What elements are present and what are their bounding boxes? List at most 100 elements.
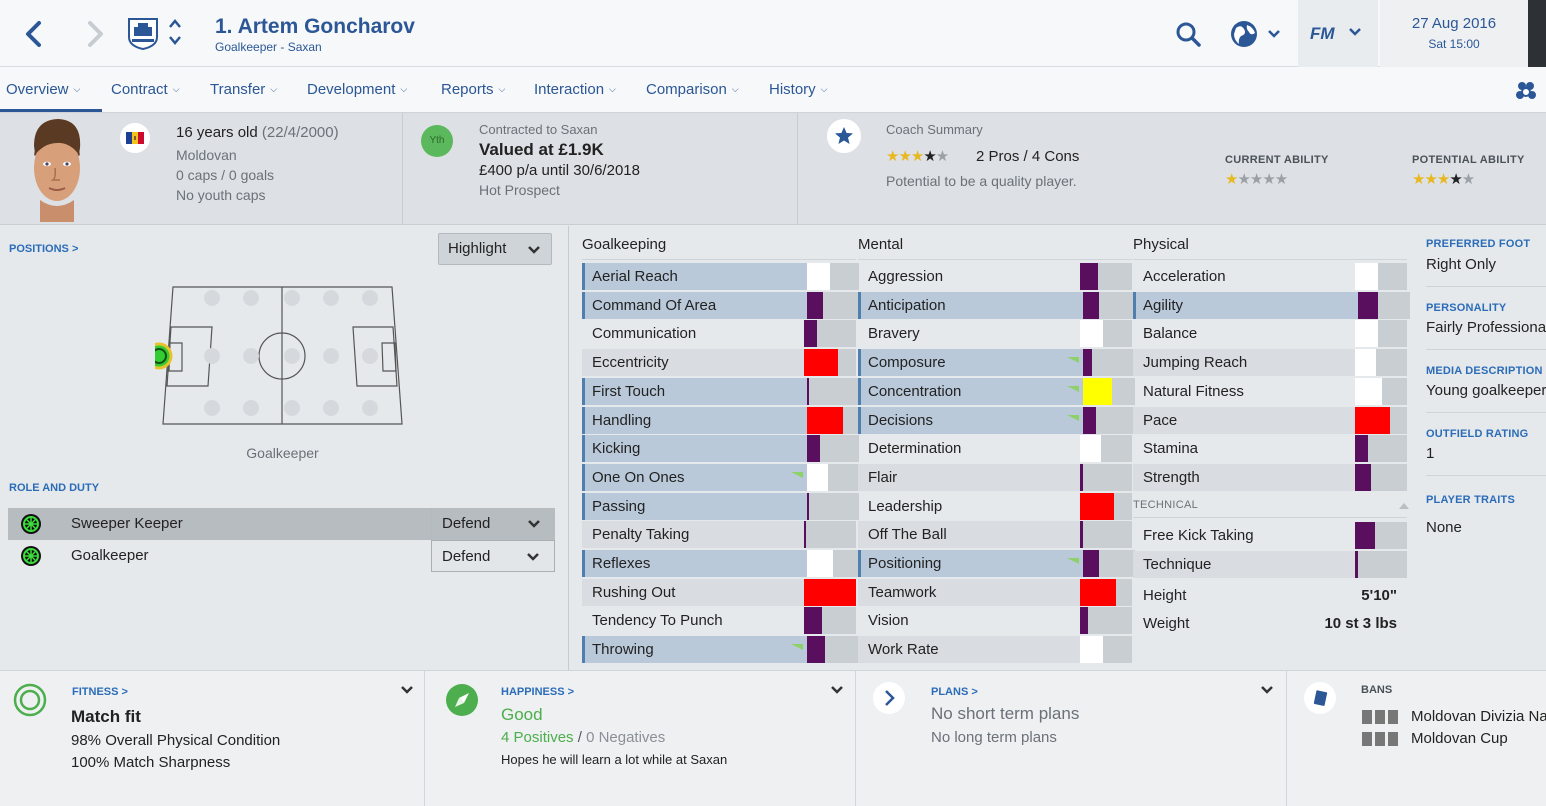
attribute-row[interactable]: Work Rate xyxy=(858,636,1132,664)
attribute-bar-fill xyxy=(807,377,809,405)
duty-dropdown[interactable]: Defend xyxy=(431,540,555,572)
fitness-link[interactable]: FITNESS > xyxy=(72,686,128,698)
attribute-row[interactable]: Throwing xyxy=(582,636,859,664)
attribute-row[interactable]: Agility xyxy=(1133,291,1410,319)
attribute-row[interactable]: Passing xyxy=(582,492,859,520)
attribute-row[interactable]: First Touch xyxy=(582,377,859,405)
attribute-name: One On Ones xyxy=(592,468,685,486)
attribute-row[interactable]: Vision xyxy=(858,607,1132,635)
negatives-count[interactable]: 0 Negatives xyxy=(586,729,666,746)
role-and-duty-link[interactable]: ROLE AND DUTY xyxy=(9,482,100,494)
positions-link[interactable]: POSITIONS > xyxy=(9,243,79,255)
duty-dropdown[interactable]: Defend xyxy=(431,508,555,540)
duty-label: Defend xyxy=(442,515,491,532)
tab-reports[interactable]: Reports ⌵ xyxy=(441,81,506,98)
plans-link[interactable]: PLANS > xyxy=(931,686,978,698)
attribute-row[interactable]: Command Of Area xyxy=(582,291,859,319)
attribute-row[interactable]: Determination xyxy=(858,435,1132,463)
attribute-row[interactable]: Pace xyxy=(1133,406,1407,434)
tab-transfer[interactable]: Transfer ⌵ xyxy=(210,81,278,98)
attribute-row[interactable]: Positioning xyxy=(858,550,1135,577)
attribute-row[interactable]: Decisions xyxy=(858,406,1135,434)
tab-history[interactable]: History ⌵ xyxy=(769,81,828,98)
positives-count[interactable]: 4 Positives xyxy=(501,729,574,746)
role-row-goalkeeper[interactable]: Goalkeeper Defend xyxy=(8,540,555,572)
chevron-down-icon[interactable] xyxy=(1260,685,1274,695)
attribute-row[interactable]: One On Ones xyxy=(582,463,859,491)
happiness-link[interactable]: HAPPINESS > xyxy=(501,686,575,698)
tab-overview[interactable]: Overview ⌵ xyxy=(6,81,81,98)
weight-label: Weight xyxy=(1143,615,1190,632)
attribute-row[interactable]: Handling xyxy=(582,406,859,434)
globe-menu-icon[interactable] xyxy=(1228,18,1288,50)
valuation: Valued at £1.9K xyxy=(479,140,604,159)
attribute-row[interactable]: Concentration xyxy=(858,377,1135,405)
back-arrow-icon[interactable] xyxy=(20,18,50,50)
tab-development[interactable]: Development ⌵ xyxy=(307,81,408,98)
happiness-note: Hopes he will learn a lot while at Saxan xyxy=(501,752,728,767)
attribute-bar xyxy=(1355,550,1407,578)
attribute-name: Aerial Reach xyxy=(592,268,678,285)
player-switch-chevrons-icon[interactable] xyxy=(166,16,184,48)
forward-arrow-icon[interactable] xyxy=(80,18,110,50)
attribute-bar-fill xyxy=(1355,522,1375,549)
attribute-bar-fill xyxy=(807,463,828,491)
attribute-row[interactable]: Reflexes xyxy=(582,550,859,577)
attribute-row[interactable]: Kicking xyxy=(582,435,859,463)
tab-comparison[interactable]: Comparison ⌵ xyxy=(646,81,739,98)
highlight-dropdown[interactable]: Highlight xyxy=(438,233,552,265)
attribute-row[interactable]: Flair xyxy=(858,463,1132,491)
attribute-name: Off The Ball xyxy=(868,526,947,544)
attribute-row[interactable]: Jumping Reach xyxy=(1133,349,1407,377)
date-panel[interactable]: 27 Aug 2016 Sat 15:00 xyxy=(1380,0,1528,67)
attribute-name: Positioning xyxy=(868,555,942,572)
compass-icon xyxy=(446,684,478,716)
attribute-row[interactable]: Stamina xyxy=(1133,435,1407,463)
attribute-name: Penalty Taking xyxy=(592,526,690,544)
attribute-row[interactable]: Aggression xyxy=(858,263,1132,290)
role-row-sweeper-keeper[interactable]: Sweeper Keeper Defend xyxy=(8,508,555,540)
attribute-row[interactable]: Eccentricity xyxy=(582,349,856,377)
attribute-row[interactable]: Balance xyxy=(1133,320,1407,348)
squad-icon[interactable] xyxy=(1514,79,1538,103)
chevron-down-icon xyxy=(527,553,539,561)
tab-interaction[interactable]: Interaction ⌵ xyxy=(534,81,616,98)
plans-panel: PLANS > No short term plans No long term… xyxy=(856,671,1287,806)
attribute-row[interactable]: Communication xyxy=(582,320,856,348)
role-wheel-icon xyxy=(21,546,41,566)
attribute-row[interactable]: Anticipation xyxy=(858,291,1135,319)
attribute-row[interactable]: Composure xyxy=(858,349,1135,377)
duty-label: Defend xyxy=(442,548,491,565)
attribute-row[interactable]: Tendency To Punch xyxy=(582,607,856,635)
attribute-row[interactable]: Natural Fitness xyxy=(1133,377,1407,405)
player-caps: 0 caps / 0 goals xyxy=(176,167,275,183)
attribute-row[interactable]: Teamwork xyxy=(858,578,1132,606)
fm-menu-button[interactable]: FM xyxy=(1298,0,1378,67)
attribute-bar xyxy=(804,349,856,377)
attribute-bar-fill xyxy=(1080,435,1101,463)
search-icon[interactable] xyxy=(1174,20,1202,48)
attribute-bar-fill xyxy=(1080,492,1114,520)
attribute-row[interactable]: Free Kick Taking xyxy=(1133,522,1407,549)
attribute-row[interactable]: Technique xyxy=(1133,550,1407,578)
club-badge-icon[interactable] xyxy=(126,15,160,51)
attribute-row[interactable]: Leadership xyxy=(858,492,1132,520)
chevron-down-icon[interactable] xyxy=(400,685,414,695)
attribute-row[interactable]: Aerial Reach xyxy=(582,263,859,290)
continue-strip[interactable] xyxy=(1528,0,1546,67)
attribute-name: Agility xyxy=(1143,296,1184,314)
attribute-row[interactable]: Bravery xyxy=(858,320,1132,348)
attribute-row[interactable]: Rushing Out xyxy=(582,578,856,606)
long-term-plans: No long term plans xyxy=(931,729,1057,746)
fitness-status: Match fit xyxy=(71,707,141,726)
attribute-bar-fill xyxy=(807,636,825,664)
tab-contract[interactable]: Contract ⌵ xyxy=(111,81,180,98)
attribute-row[interactable]: Off The Ball xyxy=(858,521,1132,549)
attribute-row[interactable]: Acceleration xyxy=(1133,263,1407,290)
player-position-club[interactable]: Goalkeeper - Saxan xyxy=(215,40,322,54)
position-pitch-diagram[interactable] xyxy=(155,282,410,428)
collapse-triangle-icon[interactable] xyxy=(1399,503,1409,509)
attribute-row[interactable]: Strength xyxy=(1133,463,1407,491)
attribute-row[interactable]: Penalty Taking xyxy=(582,521,856,549)
chevron-down-icon[interactable] xyxy=(830,685,844,695)
